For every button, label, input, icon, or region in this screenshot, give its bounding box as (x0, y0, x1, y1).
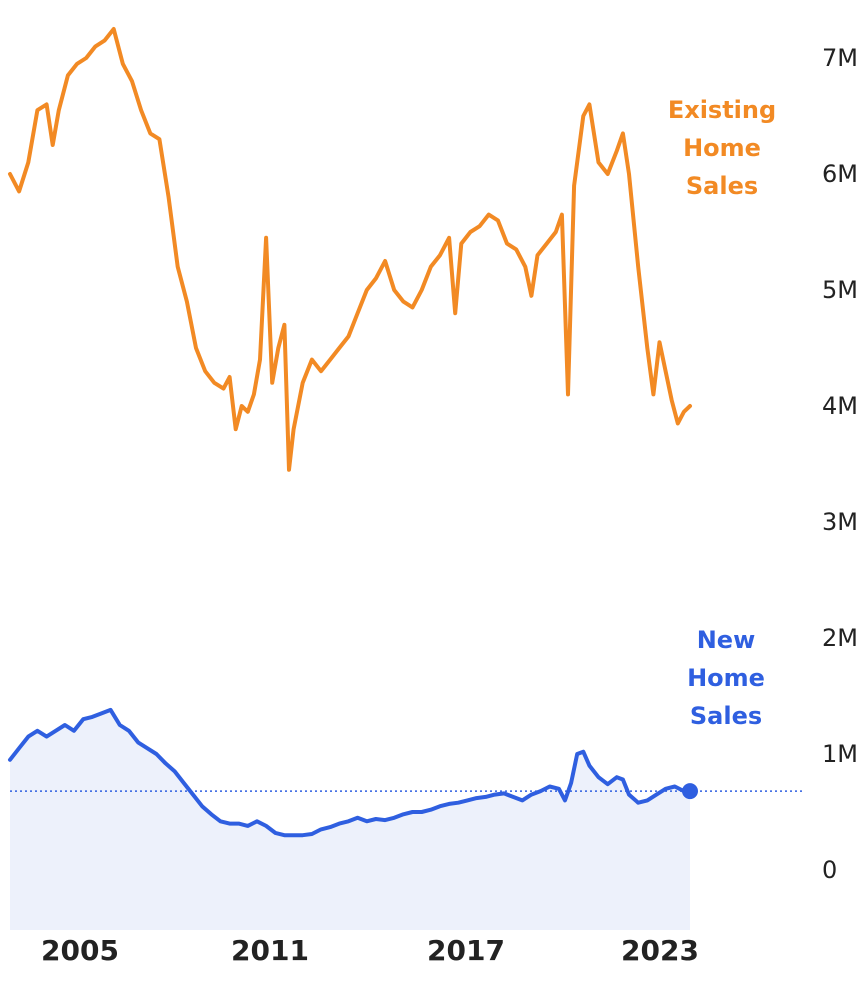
y-tick-label: 1M (822, 740, 858, 768)
series-fill-layer (10, 709, 690, 930)
series-end-marker[interactable] (682, 783, 698, 800)
y-tick-label: 2M (822, 624, 858, 652)
x-tick-label: 2017 (427, 934, 505, 967)
x-tick-label: 2011 (231, 934, 309, 967)
series-label-line: Home (687, 664, 765, 692)
series-area-fill (10, 709, 690, 930)
series-line-layer (8, 27, 698, 838)
series-label-line: Sales (686, 172, 758, 200)
series-label-line: Sales (690, 702, 762, 730)
series-label: New Home Sales (687, 626, 765, 730)
series-label-line: Home (683, 134, 761, 162)
y-axis: 0 1M 2M 3M 4M 5M 6M 7M (822, 44, 858, 884)
series-line (8, 27, 692, 472)
series-label-line: Existing (668, 96, 776, 124)
x-axis: 2005 2011 2017 2023 (41, 934, 699, 967)
y-tick-label: 3M (822, 508, 858, 536)
series-label-layer: Existing Home Sales New Home Sales (668, 96, 776, 730)
y-tick-label: 4M (822, 392, 858, 420)
y-tick-label: 0 (822, 856, 837, 884)
x-tick-label: 2023 (621, 934, 699, 967)
x-tick-label: 2005 (41, 934, 119, 967)
y-tick-label: 7M (822, 44, 858, 72)
y-tick-label: 6M (822, 160, 858, 188)
series-line (8, 707, 692, 838)
series-label-line: New (697, 626, 756, 654)
y-tick-label: 5M (822, 276, 858, 304)
series-label: Existing Home Sales (668, 96, 776, 200)
